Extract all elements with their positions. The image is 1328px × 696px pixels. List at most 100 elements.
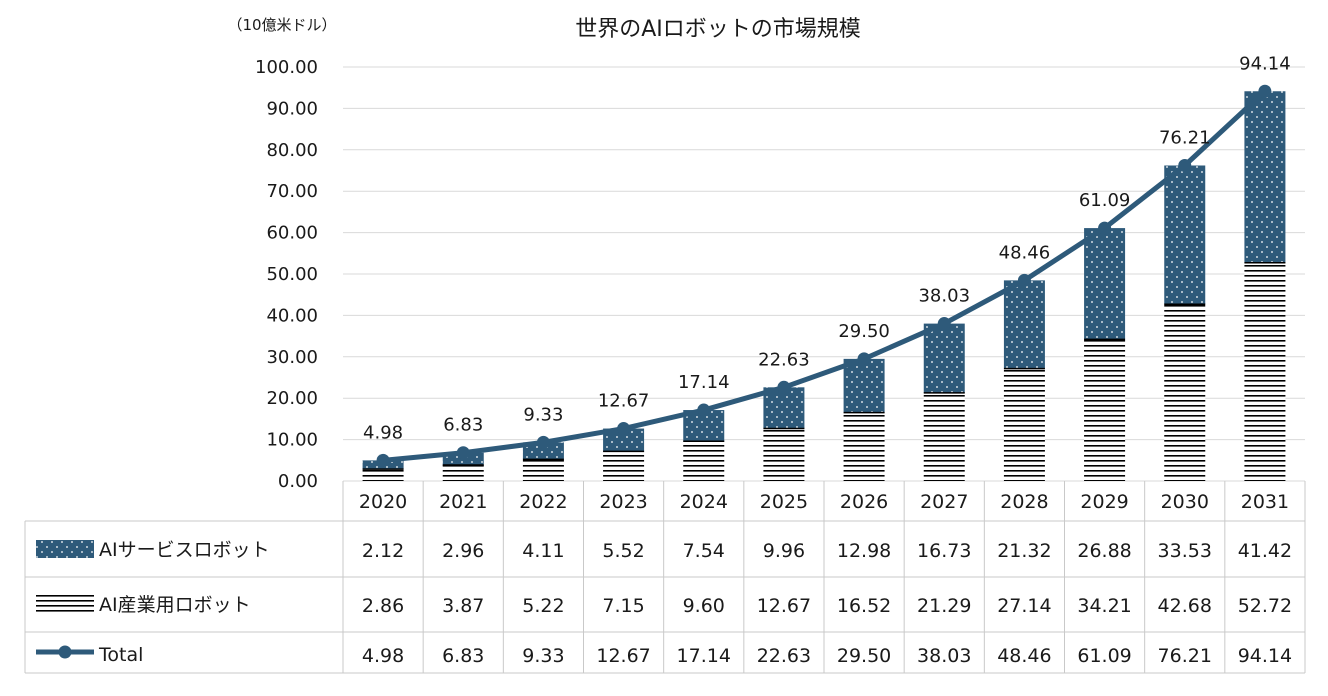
bar-industrial-robots — [522, 459, 564, 481]
y-tick-label: 50.00 — [266, 264, 318, 285]
total-data-label: 29.50 — [838, 321, 890, 342]
y-tick-label: 0.00 — [278, 471, 318, 492]
x-category-label: 2030 — [1161, 491, 1209, 513]
table-cell-value: 38.03 — [917, 645, 971, 667]
table-cell-value: 3.87 — [442, 595, 484, 617]
table-cell-value: 16.52 — [837, 595, 891, 617]
x-category-label: 2021 — [439, 491, 487, 513]
y-tick-label: 70.00 — [266, 181, 318, 202]
table-cell-value: 2.86 — [362, 595, 404, 617]
legend-label: AI産業用ロボット — [99, 594, 251, 616]
y-tick-label: 20.00 — [266, 388, 318, 409]
table-cell-value: 12.67 — [596, 645, 650, 667]
legend-label: AIサービスロボット — [99, 539, 270, 561]
bar-service-robots — [603, 428, 645, 452]
total-data-label: 48.46 — [999, 242, 1051, 263]
y-tick-label: 80.00 — [266, 140, 318, 161]
bar-industrial-robots — [1084, 339, 1126, 481]
total-data-label: 22.63 — [758, 349, 810, 370]
x-category-label: 2028 — [1000, 491, 1048, 513]
table-cell-value: 5.52 — [602, 540, 644, 562]
legend-key-service-robots — [36, 540, 94, 558]
bar-industrial-robots — [683, 441, 725, 481]
table-cell-value: 34.21 — [1077, 595, 1131, 617]
table-cell-value: 12.98 — [837, 540, 891, 562]
total-marker — [777, 380, 791, 394]
table-cell-value: 5.22 — [522, 595, 564, 617]
bar-service-robots — [522, 442, 564, 460]
total-marker — [617, 422, 631, 436]
table-cell-value: 2.96 — [442, 540, 484, 562]
table-cell-value: 29.50 — [837, 645, 891, 667]
bar-service-robots — [1164, 165, 1206, 305]
y-tick-label: 100.00 — [255, 57, 318, 78]
y-tick-label: 10.00 — [266, 430, 318, 451]
bar-service-robots — [843, 358, 885, 413]
total-marker — [697, 403, 711, 417]
y-tick-label: 40.00 — [266, 305, 318, 326]
bar-industrial-robots — [923, 392, 965, 481]
table-cell-value: 52.72 — [1238, 595, 1292, 617]
y-tick-label: 60.00 — [266, 223, 318, 244]
bar-service-robots — [1244, 91, 1286, 263]
y-tick-label: 30.00 — [266, 347, 318, 368]
unit-label: （10億米ドル） — [227, 16, 336, 34]
table-cell-value: 9.60 — [683, 595, 725, 617]
total-data-label: 4.98 — [363, 422, 403, 443]
table-cell-value: 9.33 — [522, 645, 564, 667]
bar-industrial-robots — [1003, 368, 1045, 481]
x-category-label: 2022 — [519, 491, 567, 513]
total-marker — [376, 453, 390, 467]
table-cell-value: 48.46 — [997, 645, 1051, 667]
bar-industrial-robots — [362, 469, 404, 481]
total-marker — [1258, 84, 1272, 98]
x-category-label: 2027 — [920, 491, 968, 513]
total-data-label: 9.33 — [523, 404, 563, 425]
legend-label: Total — [98, 644, 143, 666]
table-cell-value: 12.67 — [757, 595, 811, 617]
table-cell-value: 22.63 — [757, 645, 811, 667]
total-marker — [1178, 158, 1192, 172]
bar-industrial-robots — [442, 464, 484, 481]
x-category-label: 2024 — [680, 491, 728, 513]
total-data-label: 12.67 — [598, 391, 650, 412]
total-data-label: 94.14 — [1239, 53, 1291, 74]
x-category-label: 2029 — [1080, 491, 1128, 513]
table-cell-value: 33.53 — [1158, 540, 1212, 562]
table-cell-value: 42.68 — [1158, 595, 1212, 617]
total-data-label: 38.03 — [918, 286, 970, 307]
table-cell-value: 27.14 — [997, 595, 1051, 617]
legend-key-industrial-robots — [36, 595, 94, 613]
x-category-label: 2031 — [1241, 491, 1289, 513]
total-marker — [1098, 221, 1112, 235]
y-tick-label: 90.00 — [266, 98, 318, 119]
bar-service-robots — [1003, 280, 1045, 369]
x-category-label: 2026 — [840, 491, 888, 513]
total-marker — [456, 446, 470, 460]
bar-service-robots — [1084, 228, 1126, 340]
table-cell-value: 17.14 — [677, 645, 731, 667]
bar-industrial-robots — [1244, 262, 1286, 481]
total-marker — [1017, 273, 1031, 287]
legend-key-total-marker — [58, 645, 72, 659]
table-cell-value: 9.96 — [763, 540, 805, 562]
total-data-label: 76.21 — [1159, 127, 1211, 148]
total-data-label: 6.83 — [443, 415, 483, 436]
table-cell-value: 7.54 — [683, 540, 725, 562]
bar-service-robots — [763, 387, 805, 429]
table-cell-value: 16.73 — [917, 540, 971, 562]
table-cell-value: 61.09 — [1077, 645, 1131, 667]
total-data-label: 17.14 — [678, 372, 730, 393]
bar-industrial-robots — [763, 428, 805, 481]
x-category-label: 2025 — [760, 491, 808, 513]
table-cell-value: 94.14 — [1238, 645, 1292, 667]
total-marker — [937, 317, 951, 331]
chart-title: 世界のAIロボットの市場規模 — [575, 17, 861, 42]
bar-service-robots — [923, 323, 965, 393]
bar-industrial-robots — [843, 412, 885, 481]
table-cell-value: 4.98 — [362, 645, 404, 667]
table-cell-value: 21.32 — [997, 540, 1051, 562]
table-cell-value: 6.83 — [442, 645, 484, 667]
table-cell-value: 2.12 — [362, 540, 404, 562]
